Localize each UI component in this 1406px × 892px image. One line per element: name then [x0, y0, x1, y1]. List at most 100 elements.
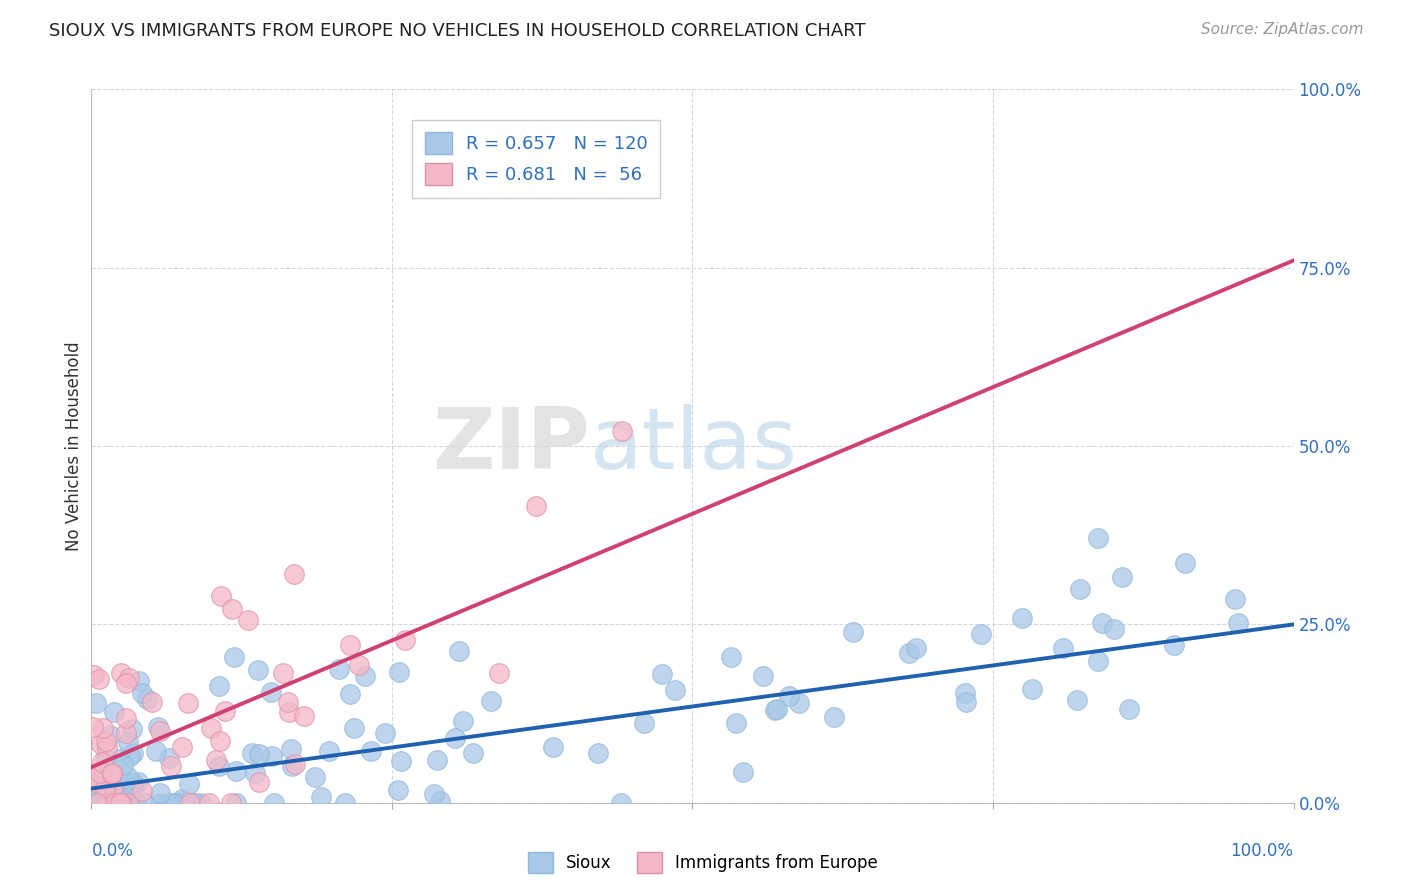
- Point: [610, 424, 633, 438]
- Point: [108, 796, 131, 810]
- Point: [778, 689, 800, 703]
- Point: [84, 796, 107, 810]
- Point: [82, 796, 104, 810]
- Point: [284, 756, 307, 771]
- Point: [247, 747, 270, 761]
- Point: [720, 649, 742, 664]
- Point: [374, 726, 396, 740]
- Point: [222, 649, 245, 664]
- Point: [841, 624, 863, 639]
- Point: [453, 714, 475, 728]
- Point: [97, 796, 120, 810]
- Point: [111, 796, 134, 810]
- Point: [101, 780, 124, 794]
- Point: [107, 796, 129, 810]
- Point: [524, 500, 547, 514]
- Point: [82, 720, 104, 734]
- Point: [1069, 582, 1091, 596]
- Point: [277, 695, 299, 709]
- Point: [83, 768, 105, 782]
- Point: [271, 666, 294, 681]
- Point: [318, 744, 340, 758]
- Point: [128, 673, 150, 688]
- Point: [148, 786, 170, 800]
- Point: [339, 687, 361, 701]
- Point: [214, 704, 236, 718]
- Point: [422, 787, 444, 801]
- Point: [763, 703, 786, 717]
- Point: [101, 765, 124, 780]
- Point: [87, 672, 110, 686]
- Point: [724, 716, 747, 731]
- Y-axis label: No Vehicles in Household: No Vehicles in Household: [65, 341, 83, 551]
- Point: [1111, 569, 1133, 583]
- Point: [103, 796, 125, 810]
- Point: [209, 589, 232, 603]
- Point: [108, 796, 131, 810]
- Point: [905, 640, 928, 655]
- Point: [117, 771, 139, 785]
- Point: [260, 685, 283, 699]
- Point: [208, 679, 231, 693]
- Point: [141, 695, 163, 709]
- Point: [343, 721, 366, 735]
- Point: [1163, 638, 1185, 652]
- Point: [107, 787, 129, 801]
- Point: [219, 796, 242, 810]
- Point: [1052, 640, 1074, 655]
- Point: [117, 796, 139, 810]
- Point: [89, 796, 111, 810]
- Point: [101, 767, 124, 781]
- Point: [281, 759, 304, 773]
- Point: [651, 666, 673, 681]
- Point: [309, 789, 332, 804]
- Point: [101, 790, 124, 805]
- Point: [103, 706, 125, 720]
- Point: [125, 796, 148, 810]
- Point: [135, 691, 157, 706]
- Point: [135, 796, 157, 810]
- Point: [122, 780, 145, 795]
- Text: Source: ZipAtlas.com: Source: ZipAtlas.com: [1201, 22, 1364, 37]
- Point: [1102, 623, 1125, 637]
- Point: [236, 614, 259, 628]
- Point: [115, 676, 138, 690]
- Text: ZIP: ZIP: [433, 404, 591, 488]
- Point: [122, 776, 145, 790]
- Point: [94, 781, 117, 796]
- Point: [83, 667, 105, 681]
- Point: [118, 796, 141, 810]
- Point: [394, 632, 416, 647]
- Point: [1118, 701, 1140, 715]
- Point: [733, 764, 755, 779]
- Point: [179, 796, 201, 810]
- Point: [98, 728, 121, 742]
- Point: [260, 749, 283, 764]
- Point: [190, 796, 212, 810]
- Point: [146, 720, 169, 734]
- Point: [1087, 654, 1109, 668]
- Point: [1066, 693, 1088, 707]
- Point: [96, 740, 118, 755]
- Point: [91, 755, 114, 769]
- Point: [328, 662, 350, 676]
- Point: [283, 566, 305, 581]
- Point: [664, 683, 686, 698]
- Point: [117, 796, 139, 810]
- Point: [586, 746, 609, 760]
- Point: [91, 721, 114, 735]
- Point: [121, 723, 143, 737]
- Point: [169, 796, 191, 810]
- Point: [426, 753, 449, 767]
- Point: [131, 686, 153, 700]
- Text: atlas: atlas: [591, 404, 799, 488]
- Point: [280, 741, 302, 756]
- Point: [93, 766, 115, 780]
- Point: [349, 658, 371, 673]
- Point: [157, 750, 180, 764]
- Point: [84, 794, 107, 808]
- Point: [97, 796, 120, 810]
- Point: [120, 749, 142, 764]
- Point: [117, 734, 139, 748]
- Point: [787, 696, 810, 710]
